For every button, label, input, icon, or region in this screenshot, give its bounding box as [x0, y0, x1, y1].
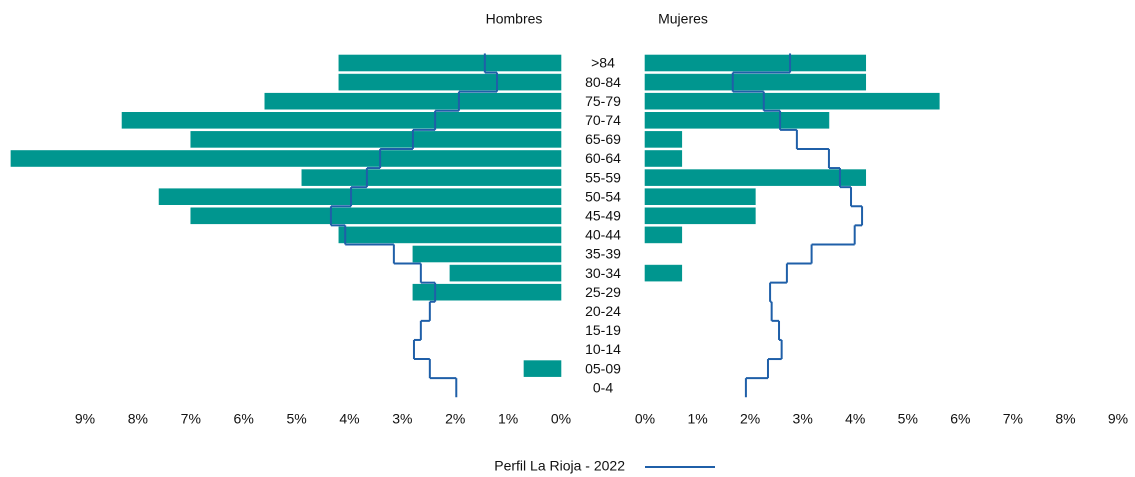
category-label: 20-24	[585, 303, 621, 319]
x-tick-label: 2%	[445, 411, 465, 427]
bar	[190, 207, 562, 225]
bar	[190, 131, 562, 148]
panel-title: Hombres	[486, 11, 543, 27]
bar	[644, 226, 683, 244]
x-tick-label: 2%	[740, 411, 760, 427]
bar	[264, 92, 562, 110]
category-label: 30-34	[585, 265, 621, 281]
bar	[158, 188, 562, 205]
bar	[644, 150, 683, 167]
bar	[644, 169, 867, 186]
category-label: 35-39	[585, 246, 621, 262]
bar	[644, 73, 867, 91]
bar	[449, 264, 562, 282]
bar	[412, 245, 562, 263]
bar	[338, 226, 562, 244]
x-tick-label: 9%	[1108, 411, 1128, 427]
category-label: 60-64	[585, 150, 621, 166]
bar	[644, 112, 830, 129]
bar	[644, 264, 683, 282]
bar	[644, 131, 683, 148]
category-label: 55-59	[585, 169, 621, 185]
legend-label: Perfil La Rioja - 2022	[494, 458, 625, 474]
category-label: 45-49	[585, 208, 621, 224]
category-label: 05-09	[585, 360, 621, 376]
x-tick-label: 6%	[950, 411, 970, 427]
x-tick-label: 7%	[181, 411, 201, 427]
category-label: 10-14	[585, 341, 621, 357]
category-label: 50-54	[585, 188, 621, 204]
x-tick-label: 6%	[234, 411, 254, 427]
bar	[121, 112, 562, 129]
x-tick-label: 3%	[392, 411, 412, 427]
bar	[644, 54, 867, 72]
bar	[338, 54, 562, 72]
x-tick-label: 3%	[793, 411, 813, 427]
category-label: 75-79	[585, 93, 621, 109]
panel-title: Mujeres	[658, 11, 708, 27]
x-tick-label: 8%	[1055, 411, 1075, 427]
x-tick-label: 1%	[687, 411, 707, 427]
x-tick-label: 8%	[128, 411, 148, 427]
category-label: 65-69	[585, 131, 621, 147]
x-tick-label: 4%	[845, 411, 865, 427]
category-label: 80-84	[585, 74, 621, 90]
bar	[10, 150, 562, 167]
x-tick-label: 0%	[551, 411, 571, 427]
x-tick-label: 5%	[898, 411, 918, 427]
bar	[338, 73, 562, 91]
category-label: 25-29	[585, 284, 621, 300]
bar	[412, 283, 562, 301]
x-tick-label: 9%	[75, 411, 95, 427]
bar	[523, 360, 562, 377]
category-label: >84	[591, 55, 615, 71]
x-tick-label: 1%	[498, 411, 518, 427]
x-tick-label: 5%	[286, 411, 306, 427]
category-label: 15-19	[585, 322, 621, 338]
category-label: 40-44	[585, 227, 621, 243]
x-tick-label: 0%	[635, 411, 655, 427]
category-label: 70-74	[585, 112, 621, 128]
x-tick-label: 4%	[339, 411, 359, 427]
category-label: 0-4	[593, 379, 613, 395]
bar	[644, 207, 756, 225]
bar	[301, 169, 562, 186]
x-tick-label: 7%	[1003, 411, 1023, 427]
bar	[644, 188, 756, 205]
bar	[644, 92, 940, 110]
